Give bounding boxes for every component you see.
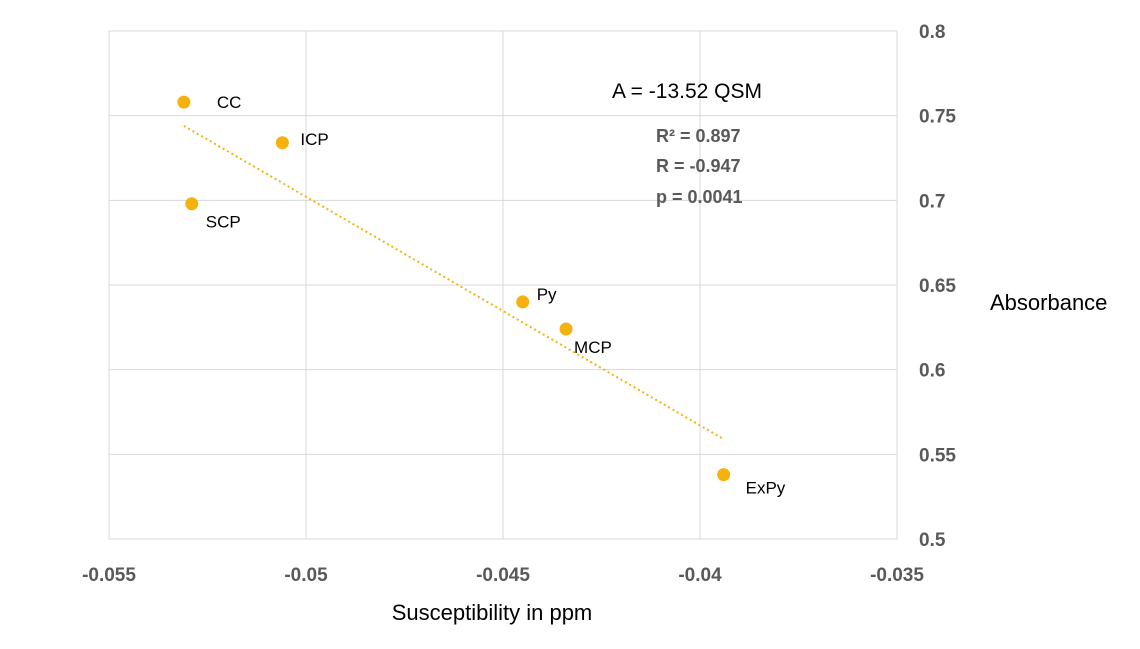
grid-lines bbox=[108, 30, 898, 540]
x-tick-label: -0.04 bbox=[678, 565, 722, 586]
x-axis-ticks: -0.055 -0.05 -0.045 -0.04 -0.035 bbox=[82, 565, 924, 586]
point-label-cc: CC bbox=[217, 93, 242, 112]
point-label-expy: ExPy bbox=[746, 479, 786, 498]
equation-annotation: A = -13.52 QSM bbox=[612, 80, 762, 103]
data-point-icp bbox=[275, 136, 289, 150]
x-tick-label: -0.035 bbox=[870, 565, 924, 586]
data-point-py bbox=[516, 295, 530, 309]
p-value-annotation: p = 0.0041 bbox=[656, 187, 743, 207]
point-label-mcp: MCP bbox=[574, 338, 612, 357]
trendline-group bbox=[183, 124, 725, 440]
r-annotation: R = -0.947 bbox=[656, 156, 741, 176]
point-label-py: Py bbox=[537, 285, 557, 304]
y-tick-label: 0.5 bbox=[919, 530, 946, 551]
point-label-icp: ICP bbox=[300, 130, 328, 149]
data-point-scp bbox=[185, 197, 199, 211]
r-squared-annotation: R² = 0.897 bbox=[656, 126, 741, 146]
x-axis-title: Susceptibility in ppm bbox=[392, 600, 593, 625]
y-tick-label: 0.55 bbox=[919, 445, 956, 466]
data-point-mcp bbox=[559, 322, 573, 336]
data-points: CC ICP SCP Py MCP ExPy bbox=[177, 93, 786, 498]
y-tick-label: 0.75 bbox=[919, 107, 956, 128]
x-tick-label: -0.05 bbox=[284, 565, 328, 586]
y-axis-title: Absorbance bbox=[990, 290, 1107, 315]
x-tick-label: -0.045 bbox=[476, 565, 530, 586]
y-tick-label: 0.65 bbox=[919, 276, 956, 297]
y-axis-ticks: 0.5 0.55 0.6 0.65 0.7 0.75 0.8 bbox=[919, 22, 956, 551]
y-tick-label: 0.6 bbox=[919, 361, 945, 382]
trendline bbox=[183, 124, 725, 440]
data-point-cc bbox=[177, 95, 191, 109]
data-point-expy bbox=[717, 468, 731, 482]
y-tick-label: 0.8 bbox=[919, 22, 945, 43]
x-tick-label: -0.055 bbox=[82, 565, 136, 586]
point-label-scp: SCP bbox=[206, 213, 241, 232]
y-tick-label: 0.7 bbox=[919, 191, 945, 212]
